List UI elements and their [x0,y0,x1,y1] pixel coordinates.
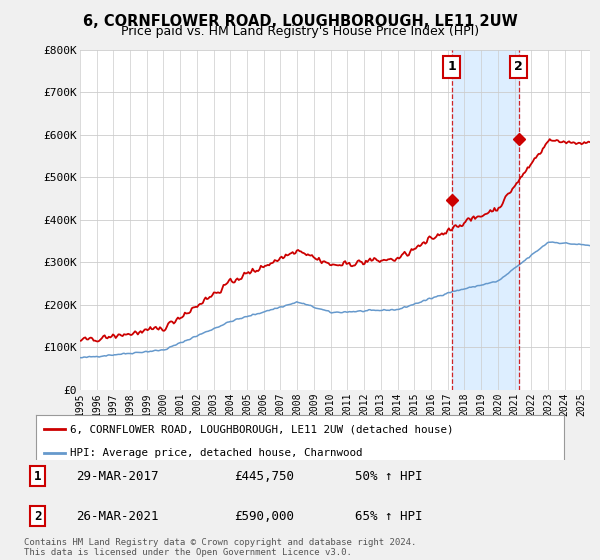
Text: 65% ↑ HPI: 65% ↑ HPI [355,510,422,522]
Text: 6, CORNFLOWER ROAD, LOUGHBOROUGH, LE11 2UW (detached house): 6, CORNFLOWER ROAD, LOUGHBOROUGH, LE11 2… [70,424,454,434]
Text: 2: 2 [34,510,41,522]
Text: Contains HM Land Registry data © Crown copyright and database right 2024.
This d: Contains HM Land Registry data © Crown c… [24,538,416,557]
Text: 6, CORNFLOWER ROAD, LOUGHBOROUGH, LE11 2UW: 6, CORNFLOWER ROAD, LOUGHBOROUGH, LE11 2… [83,14,517,29]
Bar [452,50,518,390]
Text: 26-MAR-2021: 26-MAR-2021 [76,510,159,522]
Text: Price paid vs. HM Land Registry's House Price Index (HPI): Price paid vs. HM Land Registry's House … [121,25,479,38]
Text: 1: 1 [34,469,41,483]
Text: HPI: Average price, detached house, Charnwood: HPI: Average price, detached house, Char… [70,447,363,458]
Text: £445,750: £445,750 [234,469,294,483]
Text: 29-MAR-2017: 29-MAR-2017 [76,469,159,483]
Text: 2: 2 [514,60,523,73]
Text: £590,000: £590,000 [234,510,294,522]
Text: 50% ↑ HPI: 50% ↑ HPI [355,469,422,483]
Text: 1: 1 [448,60,456,73]
